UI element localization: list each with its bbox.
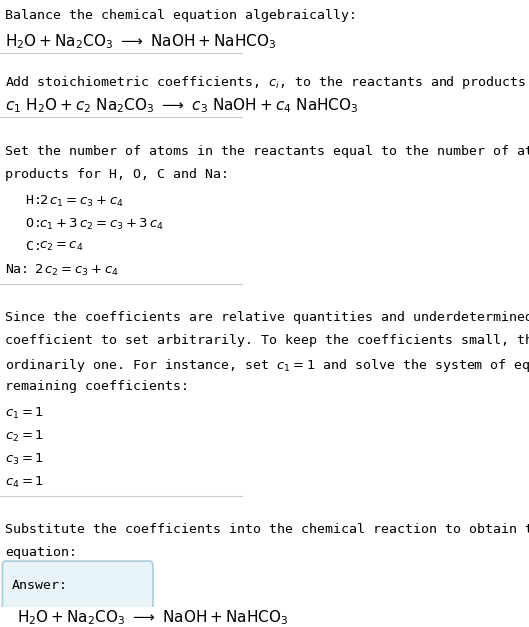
Text: remaining coefficients:: remaining coefficients: bbox=[5, 381, 189, 393]
Text: Since the coefficients are relative quantities and underdetermined, choose a: Since the coefficients are relative quan… bbox=[5, 311, 529, 324]
Text: equation:: equation: bbox=[5, 546, 77, 559]
Text: Set the number of atoms in the reactants equal to the number of atoms in the: Set the number of atoms in the reactants… bbox=[5, 145, 529, 158]
Text: ordinarily one. For instance, set $c_1 = 1$ and solve the system of equations fo: ordinarily one. For instance, set $c_1 =… bbox=[5, 357, 529, 374]
Text: $c_1 = 1$: $c_1 = 1$ bbox=[5, 406, 44, 421]
Text: $c_4 = 1$: $c_4 = 1$ bbox=[5, 475, 44, 490]
Text: $\mathrm{H_2O + Na_2CO_3 \ \longrightarrow \ NaOH + NaHCO_3}$: $\mathrm{H_2O + Na_2CO_3 \ \longrightarr… bbox=[5, 32, 276, 51]
FancyBboxPatch shape bbox=[3, 561, 153, 627]
Text: Answer:: Answer: bbox=[12, 579, 68, 592]
Text: coefficient to set arbitrarily. To keep the coefficients small, the arbitrary va: coefficient to set arbitrarily. To keep … bbox=[5, 334, 529, 347]
Text: $2\,c_2 = c_3 + c_4$: $2\,c_2 = c_3 + c_4$ bbox=[34, 263, 119, 278]
Text: Na:: Na: bbox=[5, 263, 29, 276]
Text: $c_1\ \mathrm{H_2O} + c_2\ \mathrm{Na_2CO_3} \ \longrightarrow \ c_3\ \mathrm{Na: $c_1\ \mathrm{H_2O} + c_2\ \mathrm{Na_2C… bbox=[5, 97, 359, 115]
Text: Add stoichiometric coefficients, $c_i$, to the reactants and products:: Add stoichiometric coefficients, $c_i$, … bbox=[5, 73, 529, 91]
Text: H:: H: bbox=[10, 194, 42, 206]
Text: Substitute the coefficients into the chemical reaction to obtain the balanced: Substitute the coefficients into the che… bbox=[5, 524, 529, 536]
Text: $c_2 = c_4$: $c_2 = c_4$ bbox=[39, 240, 83, 253]
Text: products for H, O, C and Na:: products for H, O, C and Na: bbox=[5, 168, 229, 181]
Text: $\mathrm{H_2O + Na_2CO_3 \ \longrightarrow \ NaOH + NaHCO_3}$: $\mathrm{H_2O + Na_2CO_3 \ \longrightarr… bbox=[17, 609, 288, 627]
Text: $c_3 = 1$: $c_3 = 1$ bbox=[5, 452, 44, 467]
Text: O:: O: bbox=[10, 217, 42, 229]
Text: $c_1 + 3\,c_2 = c_3 + 3\,c_4$: $c_1 + 3\,c_2 = c_3 + 3\,c_4$ bbox=[39, 217, 164, 232]
Text: C:: C: bbox=[10, 240, 42, 253]
Text: Balance the chemical equation algebraically:: Balance the chemical equation algebraica… bbox=[5, 9, 357, 22]
Text: $c_2 = 1$: $c_2 = 1$ bbox=[5, 429, 44, 444]
Text: $2\,c_1 = c_3 + c_4$: $2\,c_1 = c_3 + c_4$ bbox=[39, 194, 124, 209]
